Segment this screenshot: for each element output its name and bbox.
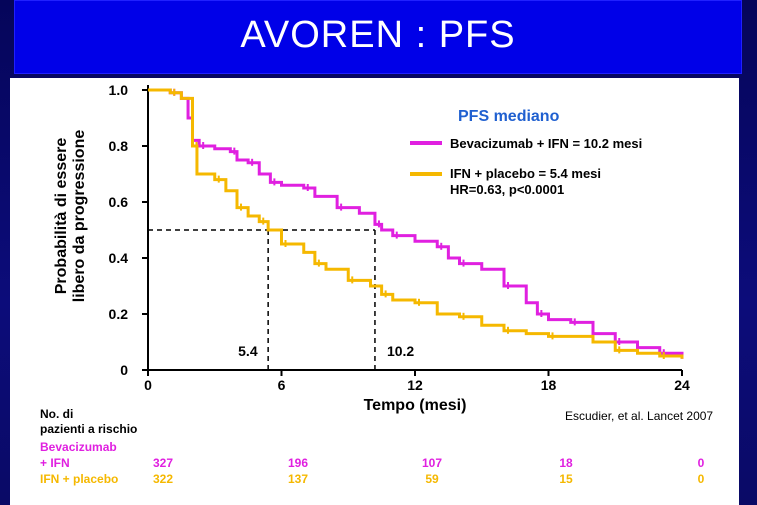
risk-value: 59 <box>425 472 439 486</box>
title-box <box>14 0 742 74</box>
risk-value: 137 <box>288 472 308 486</box>
risk-value: 107 <box>422 456 442 470</box>
x-tick-label: 18 <box>541 377 557 393</box>
risk-value: 0 <box>698 472 705 486</box>
y-tick-label: 0.8 <box>109 138 129 154</box>
legend-entry-placebo: IFN + placebo = 5.4 mesi <box>450 166 601 181</box>
y-tick-label: 1.0 <box>109 82 129 98</box>
risk-row-label-bevacizumab-1: Bevacizumab <box>40 440 117 454</box>
risk-value: 0 <box>698 456 705 470</box>
km-curve-placebo <box>148 88 684 359</box>
y-tick-label: 0 <box>120 362 128 378</box>
y-tick-label: 0.4 <box>109 250 129 266</box>
risk-value: 196 <box>288 456 308 470</box>
risk-table-header-line-2: pazienti a rischio <box>40 422 137 436</box>
citation: Escudier, et al. Lancet 2007 <box>565 409 713 423</box>
risk-row-label-placebo: IFN + placebo <box>40 472 118 486</box>
chart-panel <box>10 78 739 505</box>
x-tick-label: 6 <box>278 377 286 393</box>
risk-value: 322 <box>153 472 173 486</box>
risk-value: 15 <box>559 472 573 486</box>
x-tick-label: 0 <box>144 377 152 393</box>
x-tick-label: 12 <box>407 377 423 393</box>
y-tick-label: 0.2 <box>109 306 129 322</box>
risk-table-header-line-1: No. di <box>40 407 73 421</box>
x-tick-label: 24 <box>674 377 690 393</box>
median-label: 5.4 <box>238 343 258 359</box>
risk-value: 327 <box>153 456 173 470</box>
legend-title: PFS mediano <box>458 108 560 125</box>
legend-entry-bevacizumab: Bevacizumab + IFN = 10.2 mesi <box>450 136 642 151</box>
y-tick-label: 0.6 <box>109 194 129 210</box>
y-axis-label-line-1: Probabilità di essere <box>53 138 70 295</box>
x-axis-label: Tempo (mesi) <box>364 397 467 414</box>
legend-hr: HR=0.63, p<0.0001 <box>450 182 564 197</box>
km-curve-bevacizumab <box>148 88 684 359</box>
risk-value: 18 <box>559 456 573 470</box>
median-label: 10.2 <box>387 343 414 359</box>
risk-row-label-bevacizumab-2: + IFN <box>40 456 70 470</box>
y-axis-label-line-2: libero da progressione <box>71 130 88 303</box>
slide-title: AVOREN : PFS <box>240 14 516 56</box>
